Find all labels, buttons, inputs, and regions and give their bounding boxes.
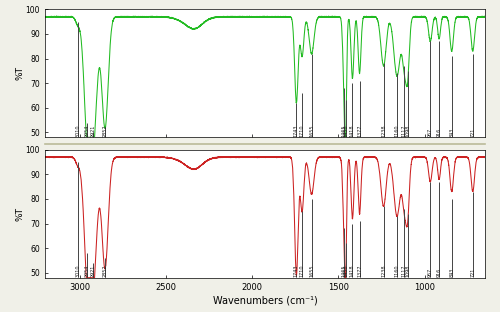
- Text: 1710: 1710: [300, 124, 304, 137]
- Text: 2921: 2921: [90, 125, 96, 137]
- Text: 1418: 1418: [350, 124, 355, 137]
- Y-axis label: %T: %T: [15, 207, 24, 221]
- Text: 1743: 1743: [294, 124, 299, 137]
- Text: 2954: 2954: [85, 125, 90, 137]
- Text: 1465: 1465: [342, 124, 347, 137]
- Text: 1238: 1238: [381, 265, 386, 277]
- Text: 843: 843: [449, 128, 454, 137]
- Text: 843: 843: [449, 268, 454, 277]
- Text: 2852: 2852: [102, 124, 108, 137]
- Text: 1117: 1117: [402, 265, 407, 277]
- Text: 721: 721: [470, 268, 475, 277]
- Text: 1418: 1418: [350, 265, 355, 277]
- Text: 3010: 3010: [76, 124, 80, 137]
- Text: 1098: 1098: [405, 125, 410, 137]
- Text: 2921: 2921: [90, 265, 96, 277]
- Text: 1710: 1710: [300, 265, 304, 277]
- Text: 967: 967: [428, 128, 433, 137]
- Text: 1098: 1098: [405, 265, 410, 277]
- Text: 1160: 1160: [394, 124, 400, 137]
- Text: 1655: 1655: [309, 265, 314, 277]
- Text: 2852: 2852: [102, 265, 108, 277]
- X-axis label: Wavenumbers (cm⁻¹): Wavenumbers (cm⁻¹): [212, 296, 318, 306]
- Text: 1377: 1377: [357, 265, 362, 277]
- Text: 916: 916: [436, 268, 442, 277]
- Text: 1655: 1655: [309, 124, 314, 137]
- Text: 916: 916: [436, 128, 442, 137]
- Text: 1238: 1238: [381, 124, 386, 137]
- Text: 2954: 2954: [85, 265, 90, 277]
- Text: 1458: 1458: [343, 265, 348, 277]
- Text: 721: 721: [470, 128, 475, 137]
- Text: 967: 967: [428, 268, 433, 277]
- Text: 1743: 1743: [294, 265, 299, 277]
- Text: 3010: 3010: [76, 265, 80, 277]
- Text: 1117: 1117: [402, 124, 407, 137]
- Text: 1160: 1160: [394, 265, 400, 277]
- Text: 1458: 1458: [343, 124, 348, 137]
- Y-axis label: %T: %T: [15, 66, 24, 80]
- Text: 1465: 1465: [342, 265, 347, 277]
- Text: 1377: 1377: [357, 124, 362, 137]
